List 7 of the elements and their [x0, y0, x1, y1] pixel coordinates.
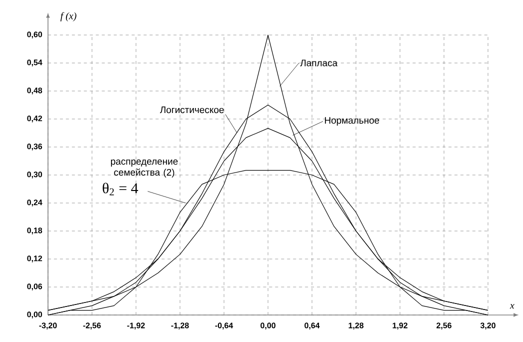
text: Логистическое [160, 106, 224, 114]
text: распределение семейства (2) [110, 160, 178, 178]
text: Нормальное [324, 117, 380, 126]
annotation: θ$_{2}$ = 4 [102, 182, 138, 196]
y-axis-title: f (x) [60, 12, 76, 22]
text: Лапласа [300, 60, 338, 66]
x-axis-title: x [510, 304, 514, 309]
